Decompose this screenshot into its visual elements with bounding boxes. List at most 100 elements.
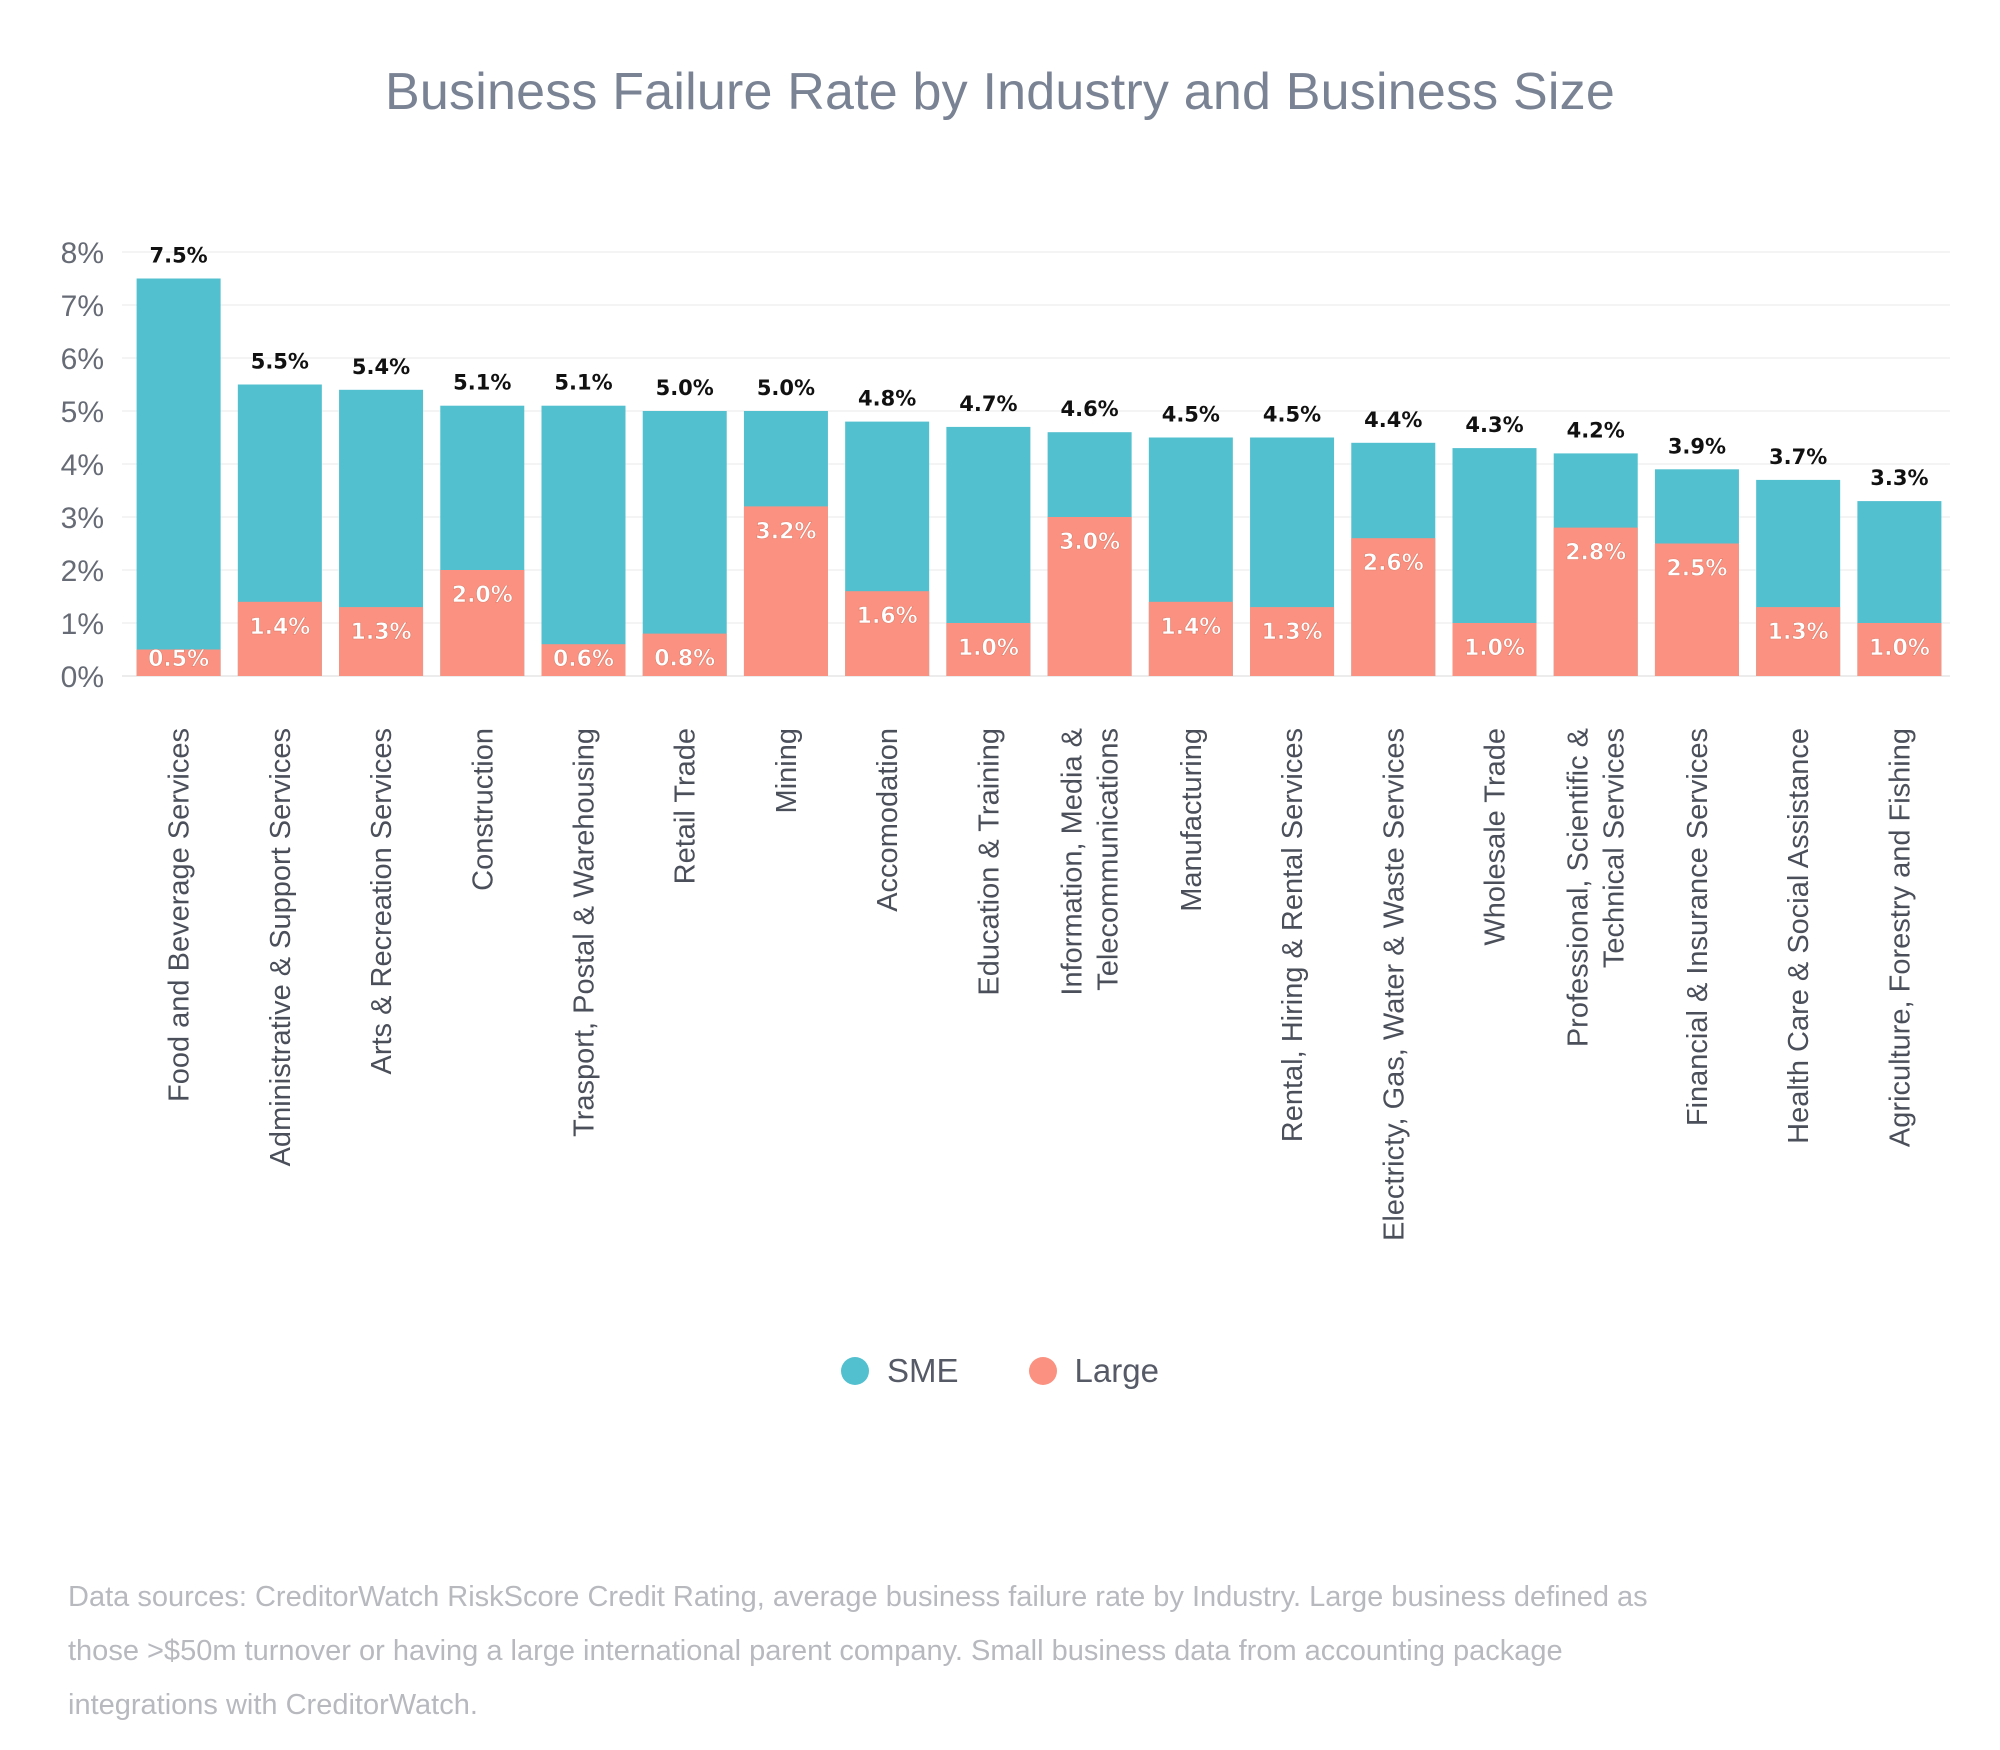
x-category-label-line: Electricty, Gas, Water & Waste Services bbox=[1378, 728, 1410, 1241]
x-category-label-line: Professional, Scientific & bbox=[1563, 728, 1595, 1047]
data-label-large: 0.5% bbox=[148, 647, 209, 672]
data-label-sme: 4.3% bbox=[1465, 413, 1523, 437]
x-category-label-line: Manufacturing bbox=[1176, 728, 1208, 912]
x-category-label: Trasport, Postal & Warehousing bbox=[569, 728, 601, 1137]
x-category-label: Food and Beverage Services bbox=[164, 728, 196, 1102]
x-category-label-line: Mining bbox=[771, 728, 803, 813]
bar-large[interactable] bbox=[1553, 527, 1638, 676]
data-label-sme: 4.2% bbox=[1567, 418, 1625, 442]
x-category-label: Construction bbox=[467, 728, 499, 891]
data-source-footnote: Data sources: CreditorWatch RiskScore Cr… bbox=[68, 1581, 1648, 1721]
bar-large[interactable] bbox=[339, 607, 424, 676]
bar-large[interactable] bbox=[1148, 601, 1233, 676]
data-label-large: 3.2% bbox=[755, 519, 816, 544]
x-category-label: Rental, Hiring & Rental Services bbox=[1277, 728, 1309, 1142]
data-label-large: 1.3% bbox=[1768, 620, 1829, 645]
bar-large[interactable] bbox=[1351, 538, 1436, 676]
x-category-label: Health Care & Social Assistance bbox=[1783, 728, 1815, 1144]
bar-sme[interactable] bbox=[136, 278, 221, 677]
x-category-label-line: Health Care & Social Assistance bbox=[1783, 728, 1815, 1144]
legend-item-large[interactable]: Large bbox=[1028, 1352, 1159, 1390]
data-label-large: 1.3% bbox=[1262, 620, 1323, 645]
data-label-large: 0.8% bbox=[654, 647, 715, 672]
bar-large[interactable] bbox=[440, 570, 525, 676]
x-category-label-line: Rental, Hiring & Rental Services bbox=[1277, 728, 1309, 1142]
x-category-label: Manufacturing bbox=[1176, 728, 1208, 912]
bar-large[interactable] bbox=[1756, 607, 1841, 676]
bar-large[interactable] bbox=[1250, 607, 1335, 676]
bar-large[interactable] bbox=[1654, 543, 1739, 677]
x-category-label: Financial & Insurance Services bbox=[1682, 728, 1714, 1126]
chart-legend: SME Large bbox=[0, 1352, 2000, 1390]
bar-large[interactable] bbox=[237, 601, 322, 676]
data-label-large: 2.8% bbox=[1565, 541, 1626, 566]
bar-sme[interactable] bbox=[642, 411, 727, 676]
y-tick-label: 0% bbox=[61, 661, 104, 694]
data-label-sme: 5.0% bbox=[757, 376, 815, 400]
x-category-label: Wholesale Trade bbox=[1480, 728, 1512, 946]
y-tick-label: 1% bbox=[61, 608, 104, 641]
x-category-label-line: Food and Beverage Services bbox=[164, 728, 196, 1102]
legend-label-large: Large bbox=[1074, 1352, 1159, 1389]
x-category-label-line: Trasport, Postal & Warehousing bbox=[569, 728, 601, 1137]
y-tick-label: 2% bbox=[61, 555, 104, 588]
x-category-label-line: Wholesale Trade bbox=[1480, 728, 1512, 946]
bar-large[interactable] bbox=[845, 591, 930, 676]
x-category-label: Arts & Recreation Services bbox=[366, 728, 398, 1075]
bar-large[interactable] bbox=[743, 506, 828, 676]
data-label-sme: 7.5% bbox=[149, 244, 207, 268]
data-label-large: 1.0% bbox=[958, 636, 1019, 661]
x-category-label: Electricty, Gas, Water & Waste Services bbox=[1378, 728, 1410, 1241]
x-category-label-line: Education & Training bbox=[973, 728, 1005, 996]
data-label-sme: 4.7% bbox=[959, 392, 1017, 416]
data-label-large: 2.6% bbox=[1363, 551, 1424, 576]
x-category-label-line: Retail Trade bbox=[670, 728, 702, 884]
bar-large[interactable] bbox=[1047, 517, 1132, 676]
y-tick-label: 3% bbox=[61, 502, 104, 535]
x-category-label-line: Arts & Recreation Services bbox=[366, 728, 398, 1075]
data-label-sme: 3.7% bbox=[1769, 445, 1827, 469]
x-category-label: Agriculture, Forestry and Fishing bbox=[1884, 728, 1916, 1147]
y-tick-label: 6% bbox=[61, 343, 104, 376]
bar-large[interactable] bbox=[1857, 623, 1942, 676]
legend-swatch-sme bbox=[841, 1357, 870, 1385]
data-label-large: 1.4% bbox=[249, 615, 310, 640]
data-label-large: 1.4% bbox=[1160, 615, 1221, 640]
bar-sme[interactable] bbox=[541, 405, 626, 676]
y-tick-label: 8% bbox=[61, 237, 104, 270]
data-label-large: 3.0% bbox=[1059, 530, 1120, 555]
bar-large[interactable] bbox=[946, 623, 1031, 676]
x-category-label-line: Financial & Insurance Services bbox=[1682, 728, 1714, 1126]
data-label-large: 1.0% bbox=[1869, 636, 1930, 661]
x-category-label: Administrative & Support Services bbox=[265, 728, 297, 1166]
y-tick-label: 4% bbox=[61, 449, 104, 482]
x-category-label: Information, Media & Telecommunications bbox=[1057, 728, 1125, 996]
x-category-label: Education & Training bbox=[973, 728, 1005, 996]
data-label-sme: 5.0% bbox=[656, 376, 714, 400]
data-label-sme: 5.1% bbox=[554, 371, 612, 395]
x-category-label-line: Administrative & Support Services bbox=[265, 728, 297, 1166]
y-tick-label: 7% bbox=[61, 290, 104, 323]
bar-large[interactable] bbox=[642, 633, 727, 676]
chart-title: Business Failure Rate by Industry and Bu… bbox=[385, 63, 1615, 121]
data-label-sme: 3.3% bbox=[1870, 466, 1928, 490]
data-label-sme: 4.5% bbox=[1263, 403, 1321, 427]
x-category-label-line: Construction bbox=[467, 728, 499, 891]
x-category-label: Accomodation bbox=[872, 728, 904, 912]
bar-large[interactable] bbox=[1452, 623, 1537, 676]
data-label-sme: 4.6% bbox=[1060, 397, 1118, 421]
x-category-label: Retail Trade bbox=[670, 728, 702, 884]
legend-item-sme[interactable]: SME bbox=[841, 1352, 959, 1390]
data-label-large: 2.0% bbox=[452, 583, 513, 608]
data-label-sme: 4.8% bbox=[858, 387, 916, 411]
legend-swatch-large bbox=[1028, 1357, 1057, 1385]
data-label-sme: 5.1% bbox=[453, 371, 511, 395]
bar-large[interactable] bbox=[136, 649, 221, 677]
data-label-sme: 4.4% bbox=[1364, 408, 1422, 432]
x-category-label: Mining bbox=[771, 728, 803, 813]
bar-large[interactable] bbox=[541, 644, 626, 676]
data-label-large: 1.3% bbox=[351, 620, 412, 645]
x-category-label-line: Agriculture, Forestry and Fishing bbox=[1884, 728, 1916, 1147]
x-category-label-line: Accomodation bbox=[872, 728, 904, 912]
